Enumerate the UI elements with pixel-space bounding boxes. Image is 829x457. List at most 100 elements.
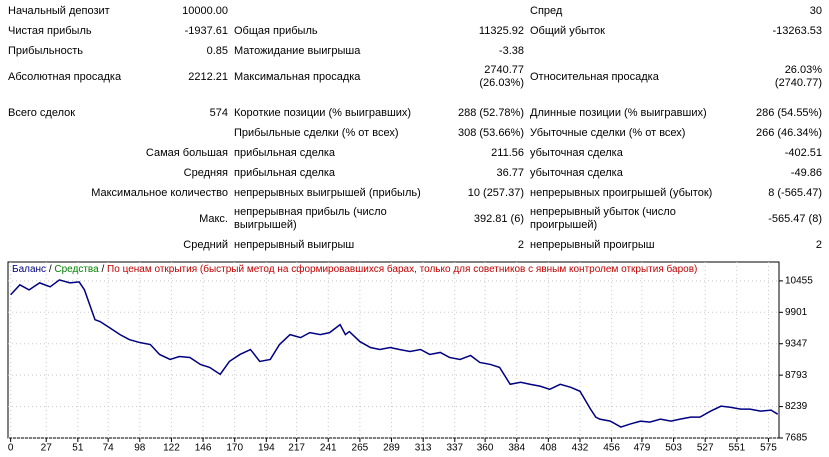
stat-value: -49.86 [790, 166, 822, 179]
table-row: Макс. непрерывная прибыль (число выигрыше… [0, 204, 829, 234]
stat-label: убыточная сделка [530, 166, 623, 179]
legend: Баланс / Средства / По ценам открытия (б… [12, 263, 697, 275]
x-tick-label: 0 [8, 443, 14, 454]
x-tick-label: 313 [415, 443, 432, 454]
x-tick-label: 51 [72, 443, 84, 454]
legend-separator: / [101, 264, 104, 275]
stat-label: Общая прибыль [234, 24, 318, 37]
x-tick-label: 265 [352, 443, 369, 454]
table-row: Средний непрерывный выигрыш 2 непрерывный п… [0, 234, 829, 256]
stat-value: -402.51 [784, 146, 822, 159]
y-tick-label: 7685 [785, 433, 808, 444]
x-tick-label: 503 [665, 443, 682, 454]
x-tick-label: 360 [477, 443, 494, 454]
stat-value: 2212.21 [188, 70, 228, 83]
y-tick-label: 10455 [785, 276, 813, 287]
x-tick-label: 289 [383, 443, 400, 454]
stat-label: прибыльная сделка [234, 146, 336, 159]
table-row: Средняя прибыльная сделка 36.77 убыточная с… [0, 162, 829, 184]
stat-label: Прибыльность [8, 44, 83, 57]
stat-label: непрерывных выигрышей (прибыль) [234, 186, 421, 199]
stat-value: 10000.00 [182, 4, 228, 17]
x-tick-label: 122 [163, 443, 180, 454]
y-tick-label: 8793 [785, 370, 808, 381]
stat-label: Средняя [183, 166, 228, 179]
stat-value: 30 [809, 4, 822, 17]
stat-value: 392.81 (6) [473, 212, 524, 225]
x-tick-label: 74 [103, 443, 115, 454]
stat-value: 2 [517, 238, 524, 251]
x-tick-label: 432 [572, 443, 589, 454]
stat-value: 288 (52.78%) [457, 106, 524, 119]
table-row: Чистая прибыль -1937.61 Общая прибыль 11325… [0, 20, 829, 42]
stat-label: Начальный депозит [8, 4, 110, 17]
stat-label: Длинные позиции (% выигравших) [530, 106, 707, 119]
stat-label: Относительная просадка [530, 70, 659, 83]
table-row: Всего сделок 574 Короткие позиции (% выигр… [0, 102, 829, 124]
legend-note: По ценам открытия (быстрый метод на сфор… [107, 263, 697, 275]
stat-label: непрерывный выигрыш [234, 238, 355, 251]
x-tick-label: 217 [288, 443, 305, 454]
stat-value: -565.47 (8) [768, 212, 822, 225]
stat-label: Самая большая [145, 146, 228, 159]
x-tick-label: 337 [446, 443, 463, 454]
stat-label: Прибыльные сделки (% от всех) [234, 126, 399, 139]
x-tick-label: 146 [195, 443, 212, 454]
stat-value: 0.85 [206, 44, 228, 57]
stat-value: -1937.61 [184, 24, 228, 37]
x-tick-label: 479 [634, 443, 651, 454]
x-tick-label: 384 [508, 443, 525, 454]
stat-value: 36.77 [496, 166, 524, 179]
y-tick-label: 8239 [785, 401, 808, 412]
stat-label: непрерывный убыток (число проигрышей) [530, 206, 676, 231]
stat-label: прибыльная сделка [234, 166, 336, 179]
x-tick-label: 27 [41, 443, 53, 454]
stat-value: 2740.77 (26.03%) [479, 64, 524, 89]
table-row: Абсолютная просадка 2212.21 Максимальная п… [0, 62, 829, 92]
legend-entry: Средства [54, 264, 99, 275]
x-tick-label: 408 [540, 443, 557, 454]
stat-value: 308 (53.66%) [457, 126, 524, 139]
x-tick-label: 575 [760, 443, 777, 454]
x-tick-label: 170 [226, 443, 243, 454]
stat-label: Чистая прибыль [8, 24, 92, 37]
legend-entry: Баланс [12, 264, 46, 275]
x-tick-label: 456 [603, 443, 620, 454]
stat-value: 2 [815, 238, 822, 251]
stat-value: 8 (-565.47) [768, 186, 822, 199]
stat-label: Абсолютная просадка [8, 70, 122, 83]
stat-value: 574 [209, 106, 228, 119]
stat-value: 266 (46.34%) [755, 126, 822, 139]
stat-label: Общий убыток [530, 24, 605, 37]
stat-value: 26.03% (2740.77) [774, 64, 822, 89]
stat-value: -13263.53 [772, 24, 822, 37]
stat-label: Спред [530, 4, 563, 17]
stat-label: Средний [183, 238, 228, 251]
table-row: Начальный депозит 10000.00 Спред 30 [0, 0, 829, 22]
x-tick-label: 551 [728, 443, 745, 454]
stat-label: непрерывных проигрышей (убыток) [530, 186, 713, 199]
balance-line [10, 279, 779, 428]
stat-label: Максимальное количество [91, 186, 228, 199]
stat-label: убыточная сделка [530, 146, 623, 159]
x-tick-label: 241 [320, 443, 337, 454]
stat-value: 211.56 [491, 146, 524, 159]
stat-label: непрерывная прибыль (число выигрышей) [234, 206, 387, 231]
legend-separator: / [49, 264, 52, 275]
x-tick-label: 527 [697, 443, 714, 454]
stat-value: 11325.92 [478, 24, 524, 37]
table-row: Прибыльные сделки (% от всех) 308 (53.66%… [0, 122, 829, 144]
stat-label: Матожидание выигрыша [234, 44, 361, 57]
stat-label: непрерывный проигрыш [530, 238, 655, 251]
stat-label: Всего сделок [8, 106, 76, 119]
table-row: Самая большая прибыльная сделка 211.56 убыт… [0, 142, 829, 164]
x-tick-label: 194 [258, 443, 275, 454]
stat-value: 286 (54.55%) [755, 106, 822, 119]
y-tick-label: 9901 [785, 307, 808, 318]
y-tick-label: 9347 [785, 338, 808, 349]
stat-value: -3.38 [498, 44, 524, 57]
table-row: Максимальное количество непрерывных выигр… [0, 182, 829, 204]
